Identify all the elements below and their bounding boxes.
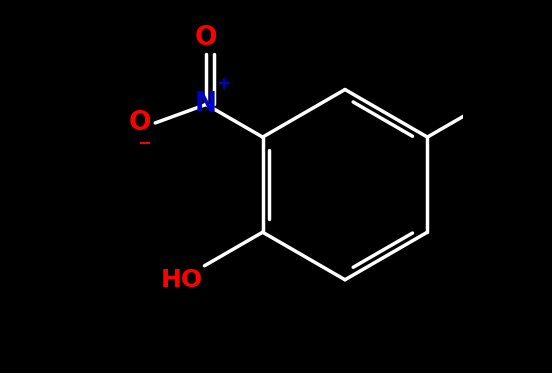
Text: O: O xyxy=(129,110,152,136)
Text: HO: HO xyxy=(161,268,203,292)
Text: O: O xyxy=(195,25,217,51)
Text: −: − xyxy=(137,134,152,151)
Text: N: N xyxy=(195,91,217,117)
Text: +: + xyxy=(216,75,230,93)
